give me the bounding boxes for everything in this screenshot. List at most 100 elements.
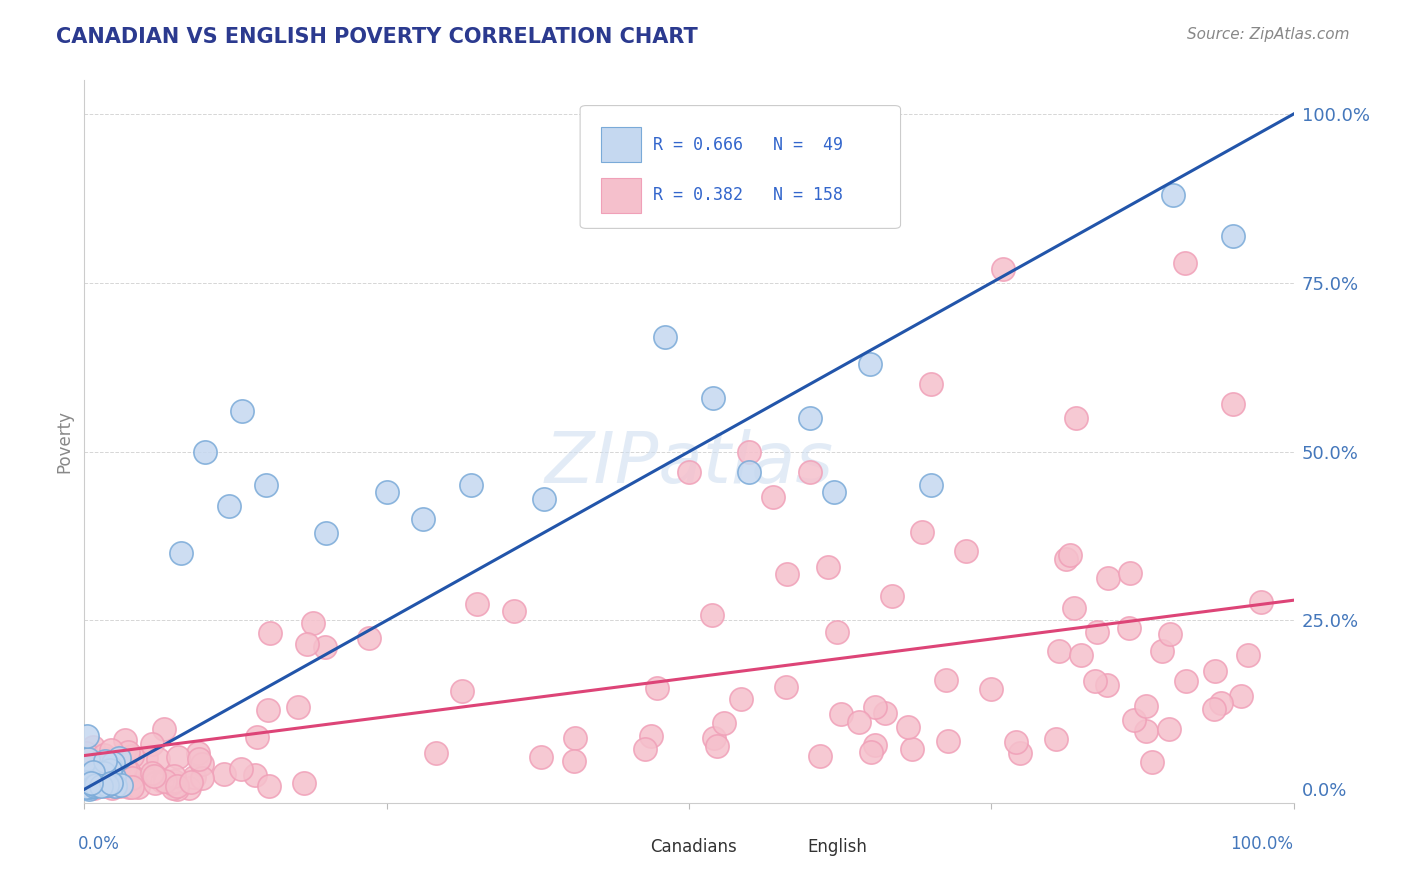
Point <box>467 597 489 611</box>
Y-axis label: Poverty: Poverty <box>55 410 73 473</box>
Point <box>218 499 240 513</box>
Point <box>1236 648 1258 663</box>
Point <box>103 756 125 771</box>
Point <box>166 779 188 793</box>
Text: 0.0%: 0.0% <box>79 835 120 854</box>
Point <box>1054 552 1077 566</box>
Point <box>1174 255 1197 269</box>
Point <box>76 752 98 766</box>
Point <box>103 764 125 778</box>
Point <box>859 357 882 371</box>
Point <box>1095 678 1118 692</box>
Point <box>860 745 883 759</box>
Point <box>1010 747 1032 761</box>
Point <box>83 768 105 782</box>
Point <box>101 780 124 795</box>
Point <box>799 411 821 425</box>
Point <box>730 691 752 706</box>
Point <box>180 775 202 789</box>
Point <box>357 631 380 645</box>
Point <box>118 780 141 794</box>
Point <box>90 767 112 781</box>
Point <box>825 624 848 639</box>
Point <box>713 716 735 731</box>
Point <box>375 485 398 500</box>
Point <box>257 703 280 717</box>
Point <box>863 738 886 752</box>
Point <box>246 730 269 744</box>
Text: Source: ZipAtlas.com: Source: ZipAtlas.com <box>1187 27 1350 42</box>
Point <box>83 779 105 793</box>
Point <box>94 779 117 793</box>
Point <box>110 778 132 792</box>
Point <box>84 778 107 792</box>
Point <box>82 764 104 779</box>
Point <box>83 776 105 790</box>
Point <box>188 751 211 765</box>
Point <box>564 731 586 746</box>
FancyBboxPatch shape <box>605 837 643 857</box>
Point <box>706 739 728 753</box>
Point <box>121 780 143 795</box>
Point <box>1135 723 1157 738</box>
Point <box>141 766 163 780</box>
Point <box>79 782 101 797</box>
Point <box>1063 600 1085 615</box>
Point <box>830 706 852 721</box>
Point <box>460 478 482 492</box>
Point <box>875 706 897 720</box>
Point <box>1222 397 1244 411</box>
Point <box>1119 566 1142 580</box>
Text: ZIPatlas: ZIPatlas <box>544 429 834 498</box>
Point <box>104 772 127 786</box>
Point <box>703 731 725 745</box>
Point <box>1159 627 1181 641</box>
FancyBboxPatch shape <box>581 105 901 228</box>
FancyBboxPatch shape <box>600 128 641 162</box>
Point <box>163 769 186 783</box>
Point <box>100 753 122 767</box>
Point <box>1059 548 1081 562</box>
Point <box>83 769 105 783</box>
Point <box>1085 624 1108 639</box>
Point <box>634 742 657 756</box>
Point <box>823 485 845 500</box>
Point <box>121 771 143 785</box>
Point <box>86 775 108 789</box>
Point <box>1064 411 1087 425</box>
Point <box>79 773 101 788</box>
Point <box>702 391 724 405</box>
Point <box>762 490 785 504</box>
Point <box>259 779 281 793</box>
Point <box>143 770 166 784</box>
Point <box>90 779 112 793</box>
Point <box>900 742 922 756</box>
Point <box>108 762 131 776</box>
Point <box>243 768 266 782</box>
Point <box>82 777 104 791</box>
Point <box>108 779 131 793</box>
Point <box>254 478 277 492</box>
Point <box>993 262 1015 277</box>
Point <box>90 774 112 789</box>
Point <box>91 774 114 789</box>
Point <box>96 779 118 793</box>
Point <box>530 750 553 764</box>
Point <box>170 546 193 560</box>
Text: Canadians: Canadians <box>650 838 737 855</box>
Point <box>107 769 129 783</box>
Point <box>776 567 799 582</box>
Text: R = 0.666   N =  49: R = 0.666 N = 49 <box>652 136 842 153</box>
Point <box>79 773 101 788</box>
Point <box>75 767 97 781</box>
Point <box>645 681 668 696</box>
Point <box>1161 188 1184 202</box>
Point <box>1084 674 1107 689</box>
Point <box>1209 696 1232 710</box>
Point <box>143 769 166 783</box>
Text: 100.0%: 100.0% <box>1230 835 1294 854</box>
Point <box>75 780 97 794</box>
Point <box>880 589 903 603</box>
Point <box>100 776 122 790</box>
Point <box>848 714 870 729</box>
